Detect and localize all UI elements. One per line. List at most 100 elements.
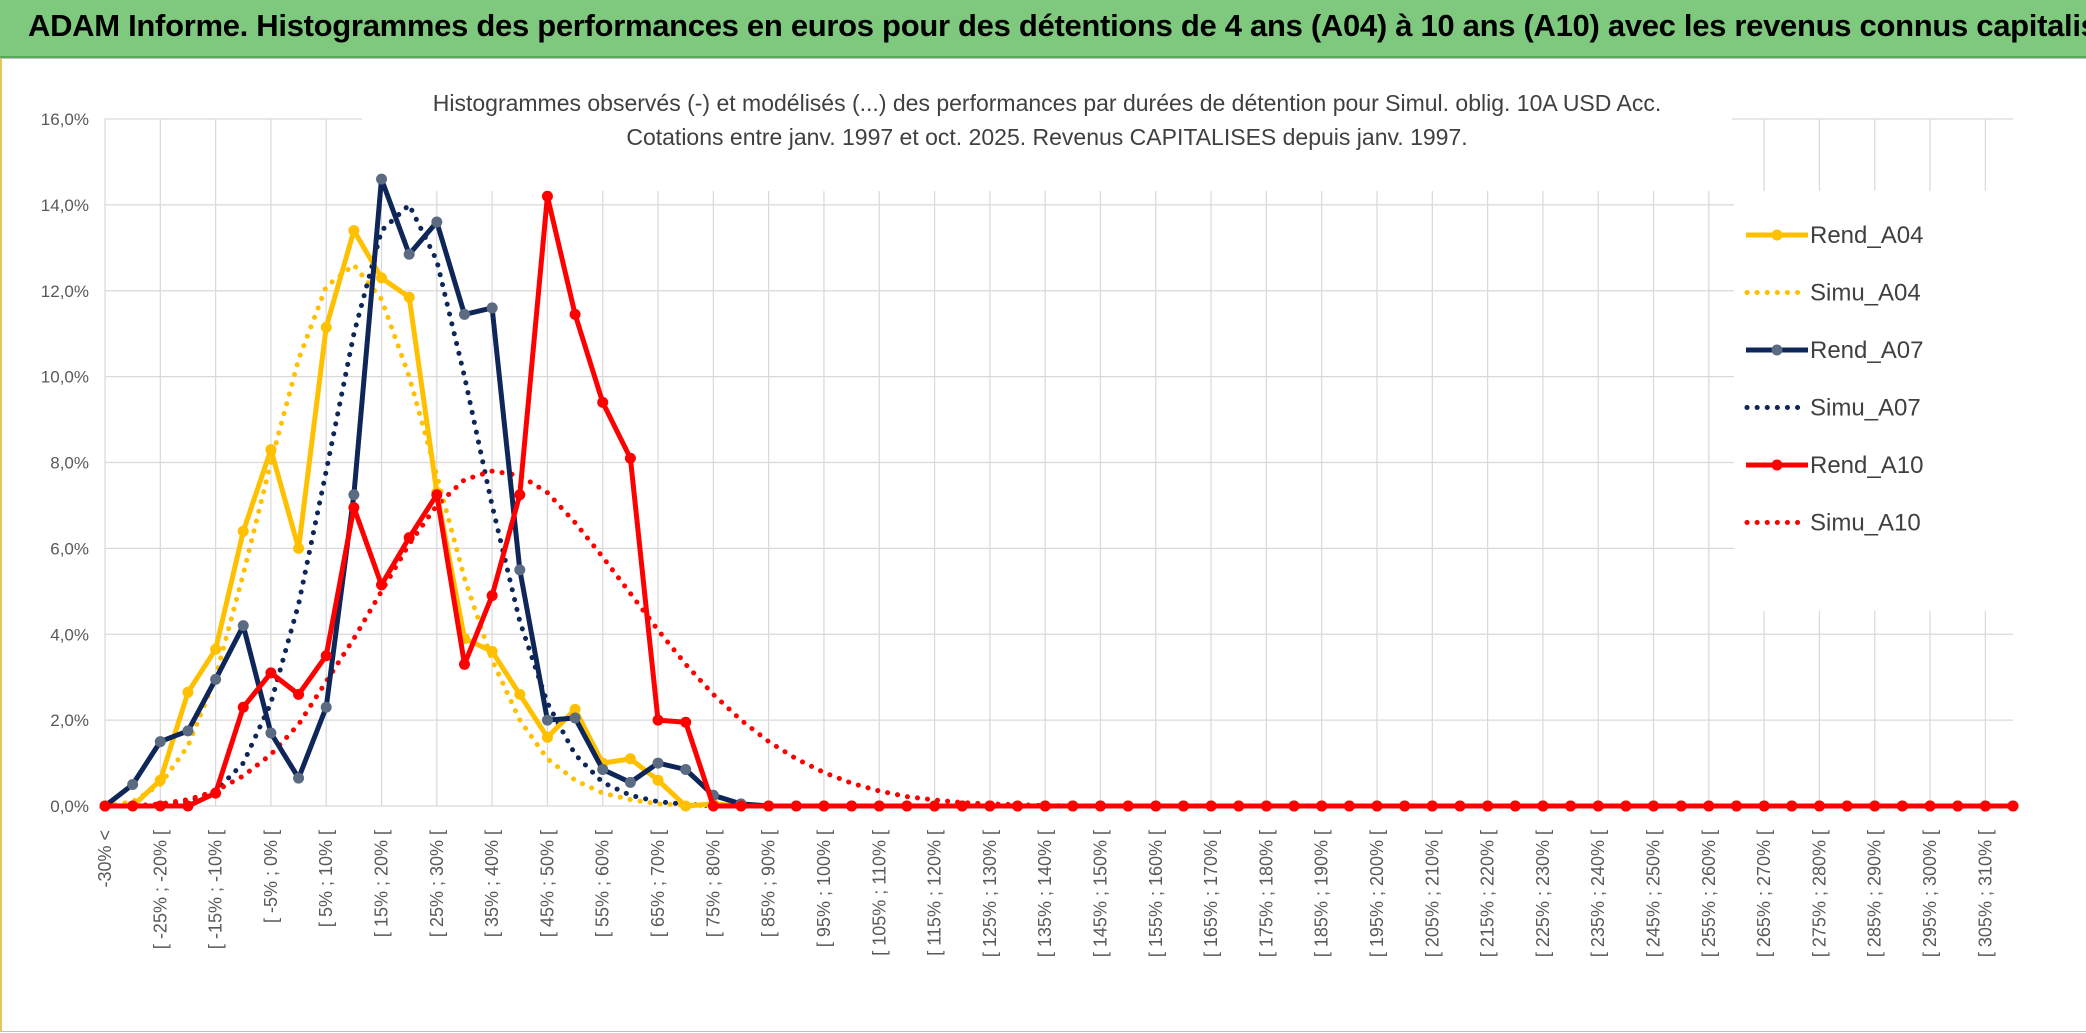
x-tick-label: [ 295% ; 300% [ xyxy=(1920,830,1940,957)
x-tick-label: [ 285% ; 290% [ xyxy=(1865,830,1885,957)
point-rend_a10 xyxy=(1703,800,1715,812)
point-rend_a10 xyxy=(1620,800,1632,812)
point-rend_a07 xyxy=(376,173,388,185)
x-tick-label: [ 35% ; 40% [ xyxy=(482,830,502,937)
point-rend_a10 xyxy=(873,800,885,812)
point-rend_a10 xyxy=(1482,800,1494,812)
point-rend_a10 xyxy=(956,800,968,812)
point-rend_a04 xyxy=(652,774,664,786)
point-rend_a07 xyxy=(237,620,249,632)
series-layer xyxy=(99,173,2019,812)
x-tick-label: [ 235% ; 240% [ xyxy=(1588,830,1608,957)
point-rend_a04 xyxy=(210,643,222,655)
point-rend_a04 xyxy=(265,444,277,456)
point-rend_a10 xyxy=(1150,800,1162,812)
point-rend_a07 xyxy=(514,564,526,576)
x-tick-label: [ 275% ; 280% [ xyxy=(1809,830,1829,957)
point-rend_a07 xyxy=(182,725,194,737)
x-tick-label: [ 305% ; 310% [ xyxy=(1975,830,1995,957)
point-rend_a10 xyxy=(1924,800,1936,812)
point-rend_a10 xyxy=(1565,800,1577,812)
legend-label: Rend_A10 xyxy=(1810,452,1923,479)
point-rend_a10 xyxy=(486,590,498,602)
point-rend_a07 xyxy=(652,757,664,769)
point-rend_a10 xyxy=(265,667,277,679)
point-rend_a04 xyxy=(376,272,388,284)
point-rend_a10 xyxy=(1316,800,1328,812)
point-rend_a10 xyxy=(293,688,305,700)
point-rend_a10 xyxy=(984,800,996,812)
point-rend_a10 xyxy=(707,800,719,812)
point-rend_a10 xyxy=(1371,800,1383,812)
y-tick-label: 4,0% xyxy=(50,625,89,644)
point-rend_a10 xyxy=(182,800,194,812)
point-rend_a10 xyxy=(237,701,249,713)
legend-item-rend_a07: Rend_A07 xyxy=(1746,337,1923,364)
series-simu_a10 xyxy=(102,468,2016,809)
y-tick-label: 16,0% xyxy=(41,110,89,129)
point-rend_a10 xyxy=(1537,800,1549,812)
legend-marker xyxy=(1771,229,1783,241)
legend-label: Simu_A04 xyxy=(1810,280,1921,307)
point-rend_a10 xyxy=(818,800,830,812)
point-rend_a10 xyxy=(929,800,941,812)
x-tick-label: [ 45% ; 50% [ xyxy=(537,830,557,937)
point-rend_a07 xyxy=(458,308,470,320)
point-rend_a10 xyxy=(1509,800,1521,812)
point-rend_a07 xyxy=(210,673,222,685)
x-tick-label: [ -15% ; -10% [ xyxy=(206,830,226,949)
point-rend_a10 xyxy=(376,579,388,591)
x-tick-label: [ 165% ; 170% [ xyxy=(1201,830,1221,957)
point-rend_a10 xyxy=(1343,800,1355,812)
point-rend_a10 xyxy=(1177,800,1189,812)
point-rend_a10 xyxy=(541,190,553,202)
point-rend_a10 xyxy=(210,787,222,799)
x-tick-label: [ 105% ; 110% [ xyxy=(869,830,889,956)
point-rend_a10 xyxy=(901,800,913,812)
point-rend_a10 xyxy=(1260,800,1272,812)
line-rend_a07 xyxy=(103,176,2013,809)
point-rend_a04 xyxy=(320,321,332,333)
point-rend_a10 xyxy=(1786,800,1798,812)
legend-background xyxy=(1734,191,2016,611)
point-rend_a10 xyxy=(735,800,747,812)
point-rend_a04 xyxy=(680,800,692,812)
legend-marker xyxy=(1771,344,1783,356)
point-rend_a10 xyxy=(1012,800,1024,812)
point-rend_a10 xyxy=(597,396,609,408)
y-tick-label: 14,0% xyxy=(41,196,89,215)
x-tick-label: [ 225% ; 230% [ xyxy=(1533,830,1553,957)
point-rend_a07 xyxy=(265,727,277,739)
point-rend_a04 xyxy=(569,703,581,715)
series-rend_a04 xyxy=(99,225,2019,812)
legend-label: Simu_A10 xyxy=(1810,510,1921,537)
chart-title-line-1: Histogrammes observés (-) et modélisés (… xyxy=(433,90,1662,116)
x-tick-label: [ 255% ; 260% [ xyxy=(1699,830,1719,957)
point-rend_a07 xyxy=(624,776,636,788)
point-rend_a04 xyxy=(154,774,166,786)
x-tick-label: [ 265% ; 270% [ xyxy=(1754,830,1774,957)
point-rend_a10 xyxy=(1896,800,1908,812)
report-banner: ADAM Informe. Histogrammes des performan… xyxy=(0,0,2086,58)
point-rend_a07 xyxy=(680,764,692,776)
point-rend_a10 xyxy=(1039,800,1051,812)
x-tick-label: [ 175% ; 180% [ xyxy=(1256,830,1276,957)
point-rend_a10 xyxy=(846,800,858,812)
point-rend_a04 xyxy=(348,225,360,237)
legend-marker xyxy=(1771,459,1783,471)
point-rend_a10 xyxy=(1758,800,1770,812)
line-rend_a10 xyxy=(105,193,2013,809)
point-rend_a07 xyxy=(154,736,166,748)
x-tick-label: [ 155% ; 160% [ xyxy=(1146,830,1166,957)
x-tick-label: [ 15% ; 20% [ xyxy=(372,830,392,937)
point-rend_a10 xyxy=(680,716,692,728)
point-rend_a07 xyxy=(431,216,443,228)
point-rend_a10 xyxy=(458,658,470,670)
point-rend_a10 xyxy=(569,308,581,320)
x-tick-label: -30% < xyxy=(95,830,115,888)
point-rend_a10 xyxy=(2007,800,2019,812)
point-rend_a04 xyxy=(541,731,553,743)
x-tick-label: [ 85% ; 90% [ xyxy=(759,830,779,937)
chart-area: 0,0% 2,0% 4,0% 6,0% 8,0% 10,0% 12,0% 14,0% 16,0%… xyxy=(0,58,2086,1032)
x-tick-label: [ -25% ; -20% [ xyxy=(150,830,170,949)
